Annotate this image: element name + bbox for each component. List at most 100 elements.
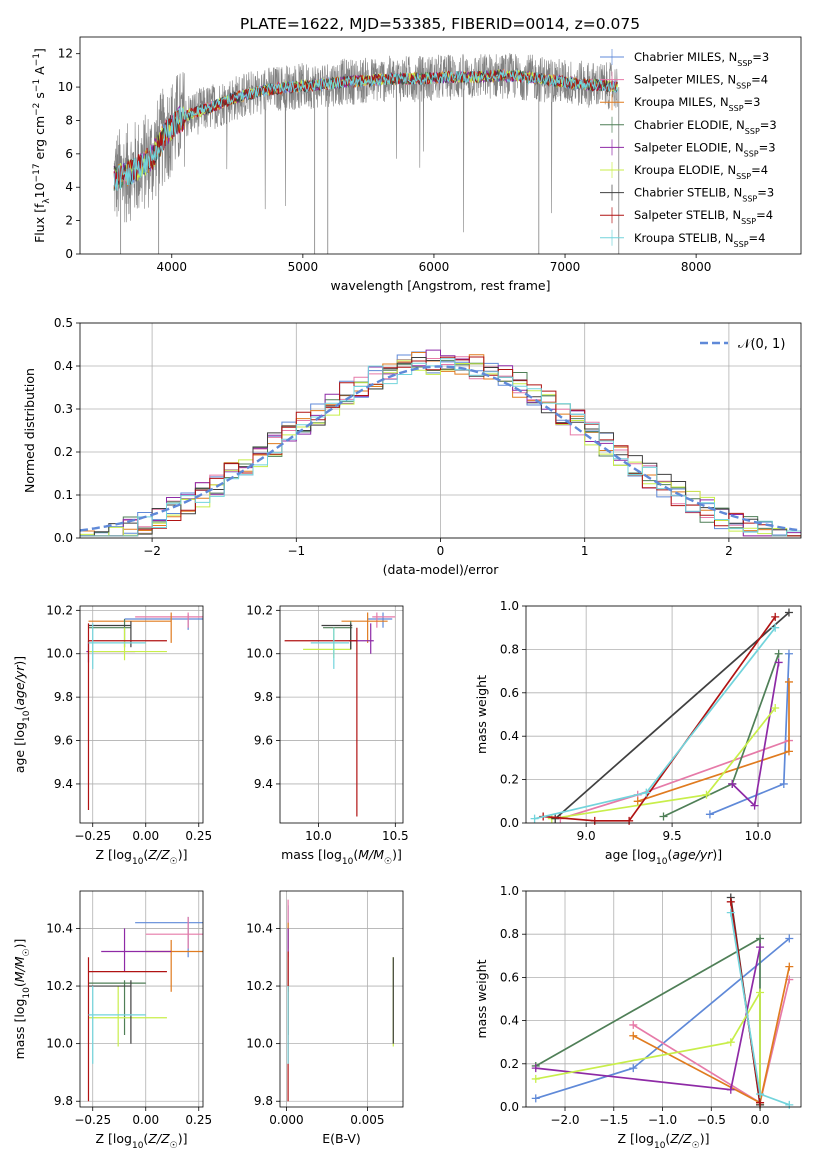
x-tick-label: 0.00 bbox=[132, 1113, 159, 1127]
errorbar-point bbox=[88, 627, 167, 661]
legend-entry: Salpeter MILES, NSSP=4 bbox=[634, 73, 768, 91]
y-tick-label: 4 bbox=[65, 180, 73, 194]
x-axis-label-part: age [log bbox=[605, 847, 656, 862]
y-tick-label: 0.5 bbox=[54, 316, 73, 330]
x-tick-label: 4000 bbox=[156, 260, 187, 274]
legend-entry: Chabrier ELODIE, NSSP=3 bbox=[634, 118, 777, 136]
y-tick-label: 0.3 bbox=[54, 402, 73, 416]
y-tick-label: 0.4 bbox=[500, 729, 519, 743]
x-tick-label: 2 bbox=[725, 544, 733, 558]
y-axis-label-part: mass weight bbox=[474, 675, 489, 754]
panel-weight-age: 9.0 9.5 10.0 0.0 0.2 0.4 0.6 0.8 1.0 age [log10(a… bbox=[474, 599, 802, 867]
legend-suffix: =4 bbox=[756, 208, 773, 222]
y-tick-label: 0 bbox=[65, 247, 73, 261]
y-axis-label: mass [log10(M/M☉)] bbox=[12, 939, 32, 1060]
x-tick-label: 0.000 bbox=[269, 1113, 303, 1127]
y-tick-label: 0.0 bbox=[500, 1100, 519, 1114]
errorbar-point bbox=[101, 928, 172, 972]
y-tick-label: 6 bbox=[65, 147, 73, 161]
weight-marker bbox=[633, 797, 642, 806]
weight-marker bbox=[702, 790, 711, 799]
weight-marker bbox=[531, 1064, 540, 1073]
weight-series-line bbox=[535, 947, 761, 1091]
weight-marker bbox=[590, 816, 599, 825]
y-axis-label-part: mass [log bbox=[12, 999, 27, 1060]
y-tick-label: 10.0 bbox=[246, 1037, 273, 1051]
legend-text: Salpeter ELODIE, N bbox=[634, 140, 744, 154]
x-axis-label-part: 10 bbox=[132, 857, 144, 867]
y-axis-label-part: s bbox=[32, 92, 47, 103]
y-axis-label-part: age [log bbox=[12, 722, 27, 773]
legend-suffix: =4 bbox=[751, 163, 768, 177]
errorbar-point bbox=[88, 980, 146, 1035]
x-axis-label-part: )] bbox=[178, 1131, 188, 1146]
legend-entry: 𝒩(0, 1) bbox=[738, 337, 785, 352]
panel-mass-EBV: 0.000 0.005 9.8 10.0 10.2 10.4 E(B-V) bbox=[246, 890, 404, 1146]
x-axis-label: mass [log10(M/M☉)] bbox=[281, 847, 402, 867]
x-tick-label: −1.5 bbox=[599, 1113, 628, 1127]
x-tick-label: 0.00 bbox=[132, 829, 159, 843]
x-axis-label-part: Z/Z bbox=[147, 847, 170, 862]
x-tick-label: 0 bbox=[437, 544, 445, 558]
y-axis-label-part: 10 bbox=[32, 182, 47, 198]
y-tick-label: 0.6 bbox=[500, 686, 519, 700]
y-axis-label-part: ( bbox=[12, 982, 27, 987]
y-axis-label-part: −17 bbox=[32, 163, 42, 182]
weight-marker bbox=[659, 812, 668, 821]
weight-marker bbox=[785, 934, 794, 943]
y-axis-label-part: A bbox=[32, 66, 47, 79]
weight-marker bbox=[774, 649, 783, 658]
y-tick-label: 0.0 bbox=[500, 816, 519, 830]
x-axis-label-part: ( bbox=[143, 847, 148, 862]
y-tick-label: 9.6 bbox=[254, 734, 273, 748]
x-axis-label-part: (data-model)/error bbox=[383, 562, 500, 577]
x-tick-label: 10.0 bbox=[745, 829, 772, 843]
x-axis-label: wavelength [Angstrom, rest frame] bbox=[330, 278, 550, 293]
errorbar-point bbox=[349, 623, 374, 654]
weight-marker bbox=[771, 703, 780, 712]
x-axis-label-part: ☉ bbox=[170, 1141, 178, 1151]
y-tick-label: 8 bbox=[65, 113, 73, 127]
errorbar-point bbox=[88, 612, 172, 643]
errorbar-point bbox=[367, 612, 393, 628]
errorbar-point bbox=[284, 627, 358, 817]
panel-mass-Z: −0.25 0.00 0.259.810.010.210.4Z [log10(Z/Z… bbox=[12, 890, 212, 1151]
weight-marker bbox=[785, 1100, 794, 1109]
legend-sub: SSP bbox=[737, 59, 752, 68]
legend-sub: SSP bbox=[742, 194, 757, 203]
weight-marker bbox=[750, 801, 759, 810]
x-axis-label-part: M/M bbox=[358, 847, 384, 862]
y-tick-label: 9.8 bbox=[254, 690, 273, 704]
y-tick-label: 1.0 bbox=[500, 599, 519, 613]
legend-text: Kroupa STELIB, N bbox=[634, 231, 734, 245]
weight-marker bbox=[726, 908, 735, 917]
y-tick-label: 10.2 bbox=[246, 979, 273, 993]
y-axis-label-part: Flux [f bbox=[32, 203, 47, 243]
weight-marker bbox=[551, 814, 560, 823]
x-tick-label: 0.25 bbox=[185, 1113, 212, 1127]
x-axis-label-part: age/yr bbox=[672, 847, 713, 862]
y-tick-label: 9.4 bbox=[54, 777, 73, 791]
y-tick-label: 10.0 bbox=[46, 647, 73, 661]
y-axis-label-part: M/M bbox=[12, 956, 27, 982]
x-tick-label: 0.25 bbox=[185, 829, 212, 843]
legend-sub: SSP bbox=[744, 149, 759, 158]
axes-frame bbox=[79, 890, 204, 1108]
legend-suffix: =3 bbox=[757, 186, 774, 200]
weight-marker bbox=[530, 814, 539, 823]
legend-text: Chabrier MILES, N bbox=[634, 50, 737, 64]
legend-entry: Chabrier STELIB, NSSP=3 bbox=[634, 186, 774, 204]
errorbar-point bbox=[88, 986, 146, 1064]
x-axis-label-part: ☉ bbox=[692, 1141, 700, 1151]
x-axis-label-part: ( bbox=[665, 1131, 670, 1146]
y-tick-label: 0.0 bbox=[54, 531, 73, 545]
y-axis-label: Flux [fλ10−17 erg cm−2 s−1 A−1] bbox=[32, 48, 52, 243]
y-tick-label: 10.2 bbox=[46, 603, 73, 617]
errorbar-point bbox=[145, 916, 203, 949]
weight-marker bbox=[784, 608, 793, 617]
weight-marker bbox=[771, 612, 780, 621]
weight-marker bbox=[784, 649, 793, 658]
x-axis-label: Z [log10(Z/Z☉)] bbox=[618, 1131, 710, 1151]
x-axis-label-part: mass [log bbox=[281, 847, 342, 862]
